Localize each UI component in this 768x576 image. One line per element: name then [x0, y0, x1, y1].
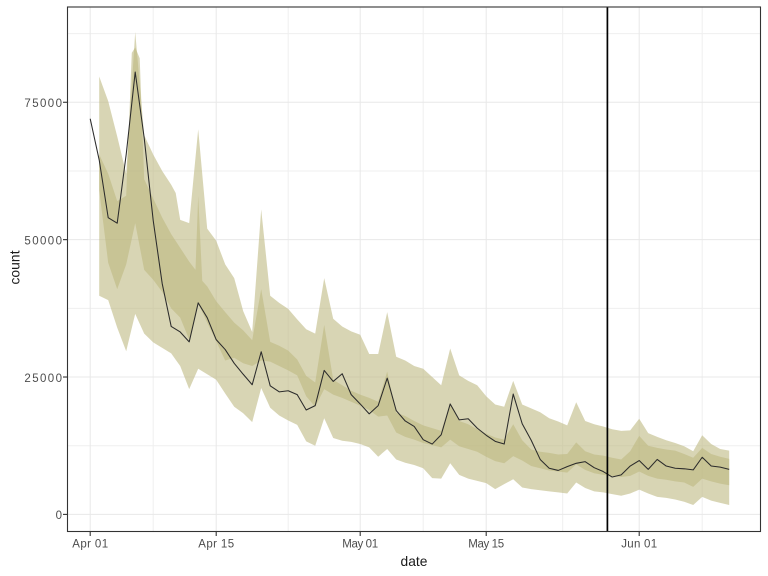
svg-text:May 15: May 15 [468, 539, 504, 551]
svg-text:date: date [401, 554, 428, 569]
svg-text:Jun 01: Jun 01 [621, 539, 657, 551]
svg-text:25000: 25000 [24, 373, 62, 385]
svg-text:count: count [7, 250, 22, 284]
svg-text:Apr 15: Apr 15 [198, 539, 234, 551]
svg-text:50000: 50000 [24, 235, 62, 247]
svg-text:0: 0 [56, 510, 62, 522]
svg-text:May 01: May 01 [342, 539, 378, 551]
svg-text:Apr 01: Apr 01 [72, 539, 108, 551]
svg-text:75000: 75000 [24, 98, 62, 110]
